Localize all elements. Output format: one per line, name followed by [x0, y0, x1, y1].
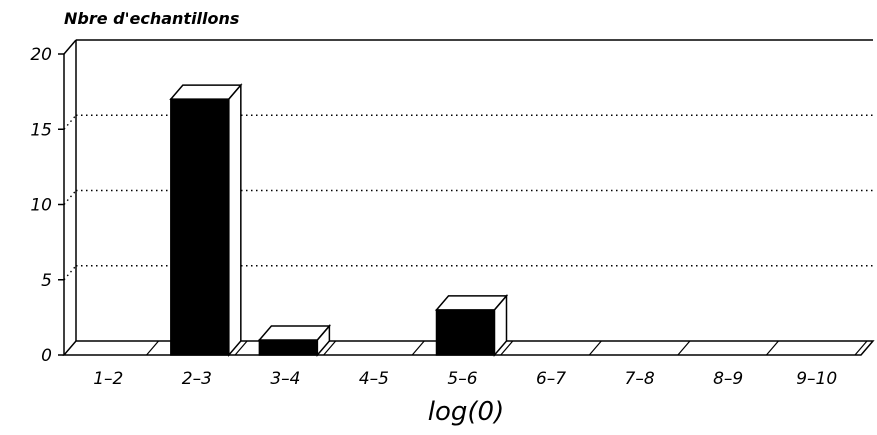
x-category-label: 9–10 — [796, 369, 837, 389]
x-category-label: 5–6 — [447, 369, 477, 389]
bar — [435, 309, 496, 356]
x-category-label: 2–3 — [182, 369, 212, 389]
floor-divider — [854, 340, 868, 356]
x-category-label: 7–8 — [625, 369, 655, 389]
floor-divider — [765, 340, 779, 356]
x-category-label: 3–4 — [270, 369, 300, 389]
bars — [169, 83, 509, 358]
x-category-label: 8–9 — [713, 369, 743, 389]
y-axis-ticks: 0 5 10 15 20 — [30, 45, 64, 366]
gridlines — [63, 114, 873, 281]
gridline-side — [63, 265, 77, 281]
y-tick-label: 10 — [30, 196, 52, 216]
bar-side — [493, 293, 508, 358]
y-tick-label: 5 — [41, 271, 52, 291]
y-tick-label: 15 — [30, 120, 52, 140]
bar — [170, 98, 230, 356]
x-category-label: 4–5 — [359, 369, 389, 389]
y-axis-label: Nbre d'echantillons — [64, 9, 239, 28]
left-wall-top-edge — [63, 39, 77, 55]
x-category-label: 1–2 — [93, 369, 123, 389]
floor-divider — [234, 340, 248, 356]
x-axis-categories: 1–2 2–3 3–4 4–5 5–6 6–7 7–8 8–9 9–10 — [93, 369, 837, 389]
bar — [258, 339, 319, 356]
floor-divider — [146, 340, 160, 356]
y-tick-label: 0 — [41, 346, 52, 366]
gridline-side — [63, 190, 77, 205]
floor-divider — [323, 340, 337, 356]
bar-side — [316, 323, 331, 358]
floor-divider — [677, 340, 691, 356]
x-axis-label: log(0) — [428, 397, 504, 427]
gridline-side — [63, 114, 77, 130]
floor-divider — [588, 340, 602, 356]
bar-side — [228, 83, 242, 358]
floor-divider — [411, 340, 425, 356]
y-tick-label: 20 — [30, 45, 52, 65]
x-category-label: 6–7 — [536, 369, 566, 389]
floor-divider — [500, 340, 514, 356]
